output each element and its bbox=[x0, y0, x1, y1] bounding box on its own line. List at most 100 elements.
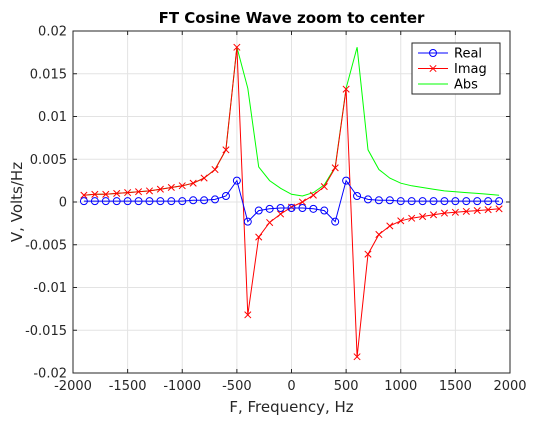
data-point-imag bbox=[419, 212, 427, 221]
x-marker-stroke bbox=[102, 190, 110, 198]
data-point-real bbox=[265, 204, 274, 213]
y-tick-label: 0.005 bbox=[30, 153, 67, 168]
data-point-imag bbox=[266, 218, 274, 227]
x-tick-label: 500 bbox=[334, 379, 359, 394]
x-marker-stroke bbox=[473, 206, 481, 215]
data-point-real bbox=[418, 197, 427, 206]
data-point-imag bbox=[495, 205, 503, 213]
data-point-real bbox=[90, 197, 99, 206]
data-point-real bbox=[396, 197, 405, 206]
data-point-imag bbox=[200, 174, 208, 182]
data-point-real bbox=[287, 203, 296, 212]
y-tick-label: -0.01 bbox=[33, 281, 67, 296]
legend-marker-imag bbox=[429, 64, 437, 73]
data-point-imag bbox=[233, 43, 241, 51]
data-point-imag bbox=[462, 207, 470, 215]
x-marker-stroke bbox=[145, 187, 154, 195]
x-marker-stroke bbox=[156, 185, 164, 193]
data-point-imag bbox=[145, 187, 154, 195]
y-tick-label: -0.015 bbox=[25, 324, 67, 339]
data-point-imag bbox=[429, 211, 438, 219]
x-marker-stroke bbox=[375, 230, 383, 239]
x-marker-stroke bbox=[429, 211, 438, 219]
x-marker-stroke bbox=[320, 183, 328, 191]
x-tick-label: -1000 bbox=[163, 379, 201, 394]
legend-item-imag: Imag bbox=[418, 62, 487, 77]
data-point-imag bbox=[309, 191, 317, 199]
data-point-imag bbox=[255, 233, 263, 241]
data-point-real bbox=[211, 195, 220, 204]
data-point-imag bbox=[451, 208, 459, 216]
y-tick-label: 0.015 bbox=[30, 67, 67, 82]
x-marker-stroke bbox=[495, 205, 503, 213]
data-point-imag bbox=[102, 190, 110, 198]
data-point-imag bbox=[124, 189, 132, 197]
data-point-real bbox=[79, 197, 88, 206]
data-point-real bbox=[243, 217, 252, 226]
x-axis-label: F, Frequency, Hz bbox=[229, 398, 353, 416]
data-point-real bbox=[331, 217, 340, 226]
data-point-real bbox=[145, 197, 154, 206]
data-point-imag bbox=[484, 206, 492, 214]
data-point-real bbox=[167, 197, 176, 206]
data-point-real bbox=[374, 196, 383, 205]
x-tick-label: 2000 bbox=[493, 379, 526, 394]
x-marker-stroke bbox=[222, 146, 230, 154]
data-point-imag bbox=[440, 209, 449, 217]
legend-marker-real bbox=[429, 49, 437, 57]
legend-item-real: Real bbox=[418, 47, 482, 62]
data-point-imag bbox=[353, 353, 361, 361]
legend-item-abs: Abs bbox=[418, 78, 478, 93]
x-marker-stroke bbox=[440, 209, 449, 217]
data-point-real bbox=[178, 197, 187, 206]
x-marker-stroke bbox=[255, 233, 263, 241]
y-tick-label: 0 bbox=[59, 196, 67, 211]
data-point-real bbox=[353, 192, 362, 201]
data-point-imag bbox=[113, 189, 121, 198]
legend-label-imag: Imag bbox=[454, 62, 487, 77]
x-marker-stroke bbox=[462, 207, 470, 215]
data-point-imag bbox=[91, 190, 99, 198]
data-point-imag bbox=[331, 164, 339, 172]
x-marker-stroke bbox=[211, 165, 219, 174]
y-tick-label: -0.02 bbox=[33, 367, 67, 382]
y-tick-label: -0.005 bbox=[25, 238, 67, 253]
data-point-imag bbox=[222, 146, 230, 154]
x-marker-stroke bbox=[134, 188, 143, 196]
data-point-real bbox=[363, 195, 372, 204]
chart-title: FT Cosine Wave zoom to center bbox=[159, 9, 425, 27]
data-point-imag bbox=[156, 185, 164, 193]
data-point-imag bbox=[189, 179, 197, 187]
data-point-imag bbox=[277, 210, 285, 218]
x-tick-label: 1000 bbox=[384, 379, 417, 394]
data-point-imag bbox=[364, 250, 372, 258]
data-point-imag bbox=[167, 183, 175, 192]
data-point-real bbox=[342, 176, 351, 185]
x-marker-stroke bbox=[298, 198, 306, 206]
data-point-real bbox=[134, 197, 143, 206]
x-marker-stroke bbox=[342, 85, 350, 93]
data-point-imag bbox=[211, 165, 219, 174]
data-point-real bbox=[320, 206, 329, 215]
y-tick-label: 0.01 bbox=[38, 110, 67, 125]
x-marker-stroke bbox=[124, 189, 132, 197]
legend-label-real: Real bbox=[454, 47, 482, 62]
x-marker-stroke bbox=[80, 191, 88, 199]
x-tick-label: 0 bbox=[287, 379, 295, 394]
x-marker-stroke bbox=[277, 210, 285, 218]
data-point-real bbox=[221, 192, 230, 201]
x-marker-stroke bbox=[178, 182, 186, 190]
x-marker-stroke bbox=[331, 164, 339, 172]
data-point-real bbox=[462, 197, 471, 206]
x-marker-stroke bbox=[167, 183, 175, 192]
x-marker-stroke bbox=[266, 218, 274, 227]
data-point-real bbox=[101, 197, 110, 206]
data-point-imag bbox=[375, 230, 383, 239]
x-marker-stroke bbox=[233, 43, 241, 51]
data-point-real bbox=[298, 203, 307, 212]
data-point-imag bbox=[298, 198, 306, 206]
x-marker-stroke bbox=[419, 212, 427, 221]
